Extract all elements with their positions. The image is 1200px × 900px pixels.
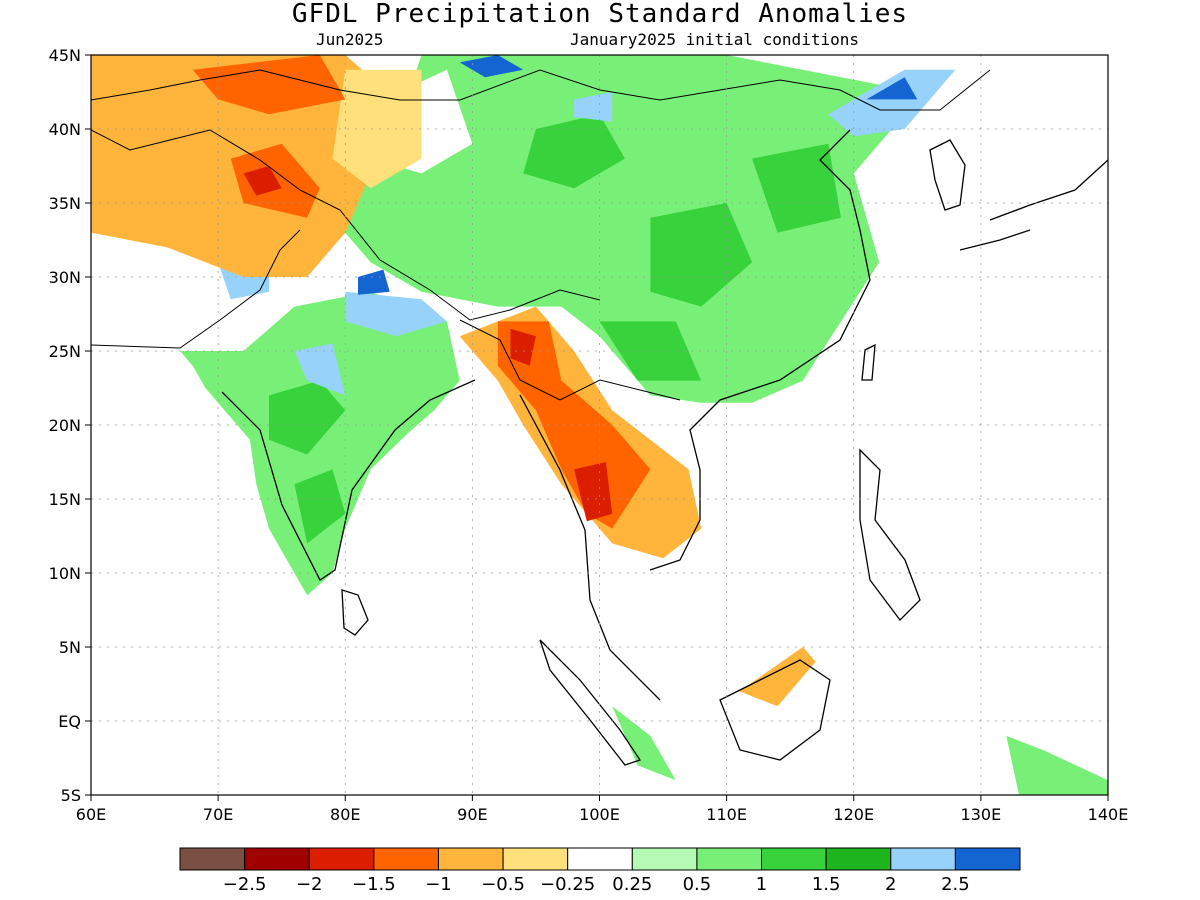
region-china-dark-3 xyxy=(752,143,841,233)
colorbar-swatch xyxy=(761,847,827,871)
region-india-blue-1 xyxy=(345,291,447,337)
colorbar-swatch xyxy=(179,847,246,871)
coastlines xyxy=(91,69,1108,766)
region-burma-red xyxy=(497,321,651,529)
japan-coastline xyxy=(959,159,1108,251)
india-coastline xyxy=(221,379,476,581)
region-china-green xyxy=(332,55,892,403)
colorbar-level-label: −0.25 xyxy=(540,874,595,895)
region-newguinea-green xyxy=(1006,735,1108,795)
colorbar-swatch xyxy=(954,847,1021,871)
colorbar-swatch xyxy=(890,847,956,871)
region-india-dark-green-1 xyxy=(269,380,346,455)
region-burma-dark xyxy=(510,328,536,366)
x-tick-label: 140E xyxy=(1088,805,1129,824)
colorbar-level-label: −1.5 xyxy=(352,874,396,895)
korea-coastline xyxy=(929,139,966,211)
x-tick-label: 100E xyxy=(579,805,620,824)
colorbar-level-label: 1.5 xyxy=(812,874,841,895)
colorbar-swatch xyxy=(631,847,698,871)
colorbar-swatch xyxy=(696,847,763,871)
y-tick-label: 5S xyxy=(61,786,81,805)
initial-conditions: January2025 initial conditions xyxy=(570,30,859,49)
region-china-dark-1 xyxy=(523,114,625,189)
region-mongolia-blue-2 xyxy=(574,92,613,122)
colorbar-level-label: −2.5 xyxy=(223,874,267,895)
y-tick-label: 20N xyxy=(49,416,81,435)
forecast-month: Jun2025 xyxy=(316,30,384,49)
y-tick-label: 35N xyxy=(49,194,81,213)
region-kashmir-dark xyxy=(243,166,282,196)
sumatra-coastline xyxy=(539,639,642,766)
borders xyxy=(91,69,991,401)
colorbar-level-label: 0.5 xyxy=(683,874,712,895)
colorbar-swatch xyxy=(437,847,504,871)
region-india-blue-2 xyxy=(294,343,346,396)
y-tick-label: EQ xyxy=(58,712,81,731)
region-india-green xyxy=(180,291,460,596)
region-nepal-blue xyxy=(358,269,390,295)
anomaly-regions xyxy=(91,55,1108,795)
x-tick-label: 130E xyxy=(961,805,1002,824)
colorbar-level-label: −1 xyxy=(425,874,452,895)
x-tick-label: 80E xyxy=(330,805,360,824)
indochina-coastline xyxy=(519,129,871,701)
map-title: GFDL Precipitation Standard Anomalies xyxy=(291,0,909,29)
y-tick-label: 40N xyxy=(49,120,81,139)
colorbar-level-label: 0.25 xyxy=(612,874,652,895)
region-india-dark-green-2 xyxy=(294,469,346,544)
region-thai-dark xyxy=(574,462,613,522)
x-tick-label: 60E xyxy=(76,805,106,824)
region-manchuria-blue xyxy=(828,69,956,137)
colorbar-level-label: −2 xyxy=(296,874,323,895)
y-tick-label: 15N xyxy=(49,490,81,509)
region-manchuria-blue-dark xyxy=(866,77,918,100)
sri-lanka-coastline xyxy=(341,589,369,636)
colorbar-swatch xyxy=(308,847,375,871)
region-sumatra-green xyxy=(612,706,676,781)
y-tick-label: 25N xyxy=(49,342,81,361)
borneo-coastline xyxy=(719,659,831,761)
colorbar: −2.5 −2 −1.5 −1 −0.5 −0.25 0.25 0.5 1 1.5 2 2.5 xyxy=(179,847,1021,895)
colorbar-swatch xyxy=(373,847,439,871)
y-tick-label: 5N xyxy=(59,638,81,657)
colorbar-swatch xyxy=(502,847,569,871)
colorbar-swatch xyxy=(567,847,633,871)
colorbar-swatch xyxy=(825,847,892,871)
region-kazakh-orange xyxy=(192,55,346,115)
colorbar-level-label: 1 xyxy=(756,874,767,895)
y-tick-label: 45N xyxy=(49,46,81,65)
plot-area xyxy=(91,55,1108,795)
colorbar-level-label: −0.5 xyxy=(481,874,525,895)
philippines-coastline xyxy=(859,448,921,621)
x-tick-label: 110E xyxy=(706,805,747,824)
taiwan-coastline xyxy=(861,343,876,381)
x-tick-label: 70E xyxy=(203,805,233,824)
axis-ticks: 60E 70E 80E 90E 100E 110E 120E 130E 140E 45N 40N 35… xyxy=(49,46,1129,824)
region-china-dark-4 xyxy=(599,321,702,381)
x-tick-label: 120E xyxy=(833,805,874,824)
colorbar-level-label: 2 xyxy=(885,874,896,895)
x-tick-label: 90E xyxy=(457,805,487,824)
colorbar-swatch xyxy=(244,847,310,871)
y-tick-label: 10N xyxy=(49,564,81,583)
gridlines xyxy=(91,55,1108,795)
region-mongolia-blue-1 xyxy=(459,55,524,78)
y-tick-label: 30N xyxy=(49,268,81,287)
colorbar-level-label: 2.5 xyxy=(941,874,970,895)
